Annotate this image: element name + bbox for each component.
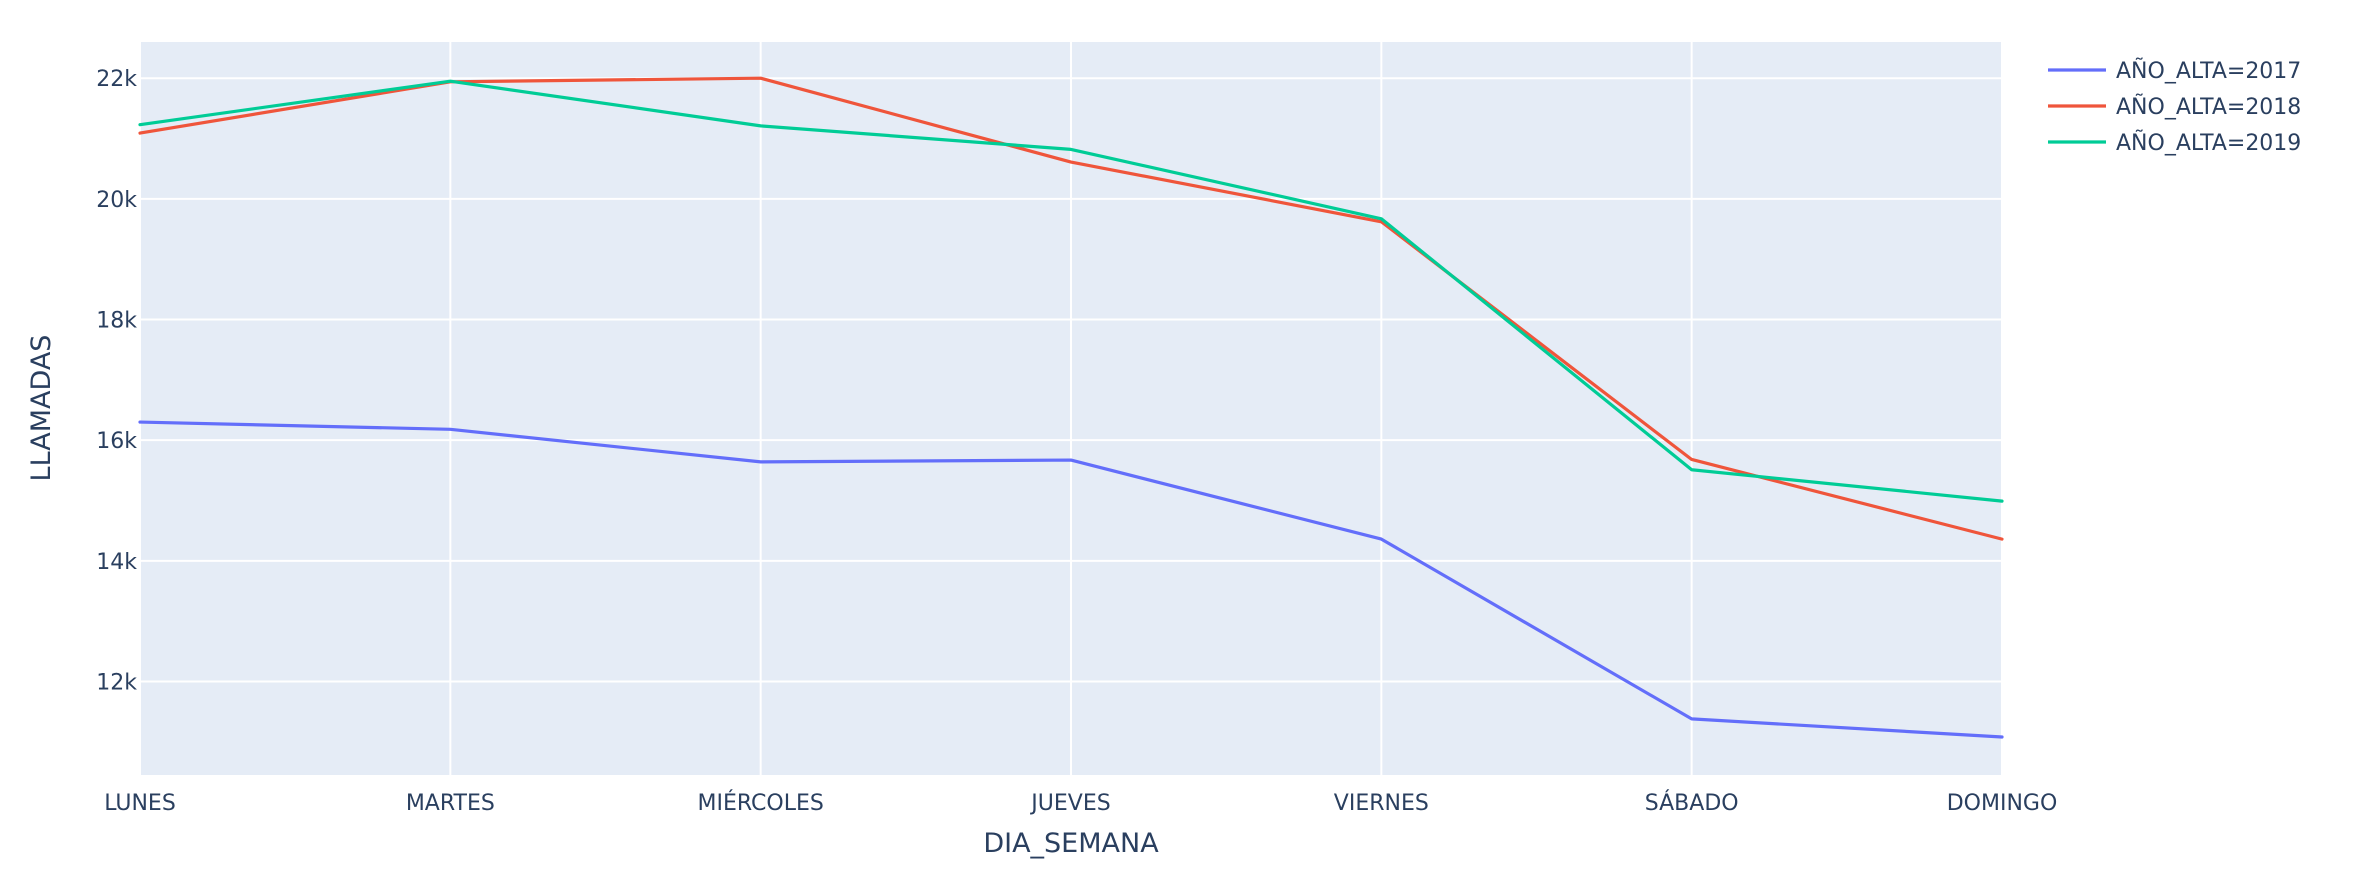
y-gridlines <box>140 77 2002 683</box>
x-tick-label: SÁBADO <box>1645 790 1739 816</box>
x-tick-label: VIERNES <box>1334 791 1429 816</box>
y-tick-label: 16k <box>96 429 137 454</box>
series-line-3 <box>138 79 2004 503</box>
x-tick-label: JUEVES <box>1029 791 1110 816</box>
x-gridlines <box>139 42 2003 775</box>
x-tick-label: MARTES <box>406 791 495 816</box>
y-tick-label: 18k <box>96 309 137 334</box>
y-tick-label: 20k <box>96 188 137 213</box>
x-tick-label: DOMINGO <box>1947 791 2058 816</box>
x-tick-labels: LUNES MARTES MIÉRCOLES JUEVES VIERNES SÁBADO D… <box>104 790 2057 816</box>
y-tick-label: 14k <box>96 550 137 575</box>
y-tick-label: 22k <box>96 67 137 92</box>
y-tick-label: 12k <box>96 670 137 695</box>
legend: AÑO_ALTA=2017 AÑO_ALTA=2018 AÑO_ALTA=2019 <box>2048 57 2301 156</box>
series-lines <box>138 76 2004 739</box>
series-line-1 <box>138 420 2004 739</box>
x-tick-label: LUNES <box>104 791 176 816</box>
y-axis-title: LLAMADAS <box>26 335 57 482</box>
legend-label: AÑO_ALTA=2019 <box>2116 129 2301 156</box>
legend-label: AÑO_ALTA=2018 <box>2116 93 2301 120</box>
x-tick-label: MIÉRCOLES <box>697 790 823 816</box>
y-tick-labels: 12k 14k 16k 18k 20k 22k <box>96 67 137 695</box>
x-axis-title: DIA_SEMANA <box>983 828 1159 859</box>
legend-label: AÑO_ALTA=2017 <box>2116 57 2301 84</box>
